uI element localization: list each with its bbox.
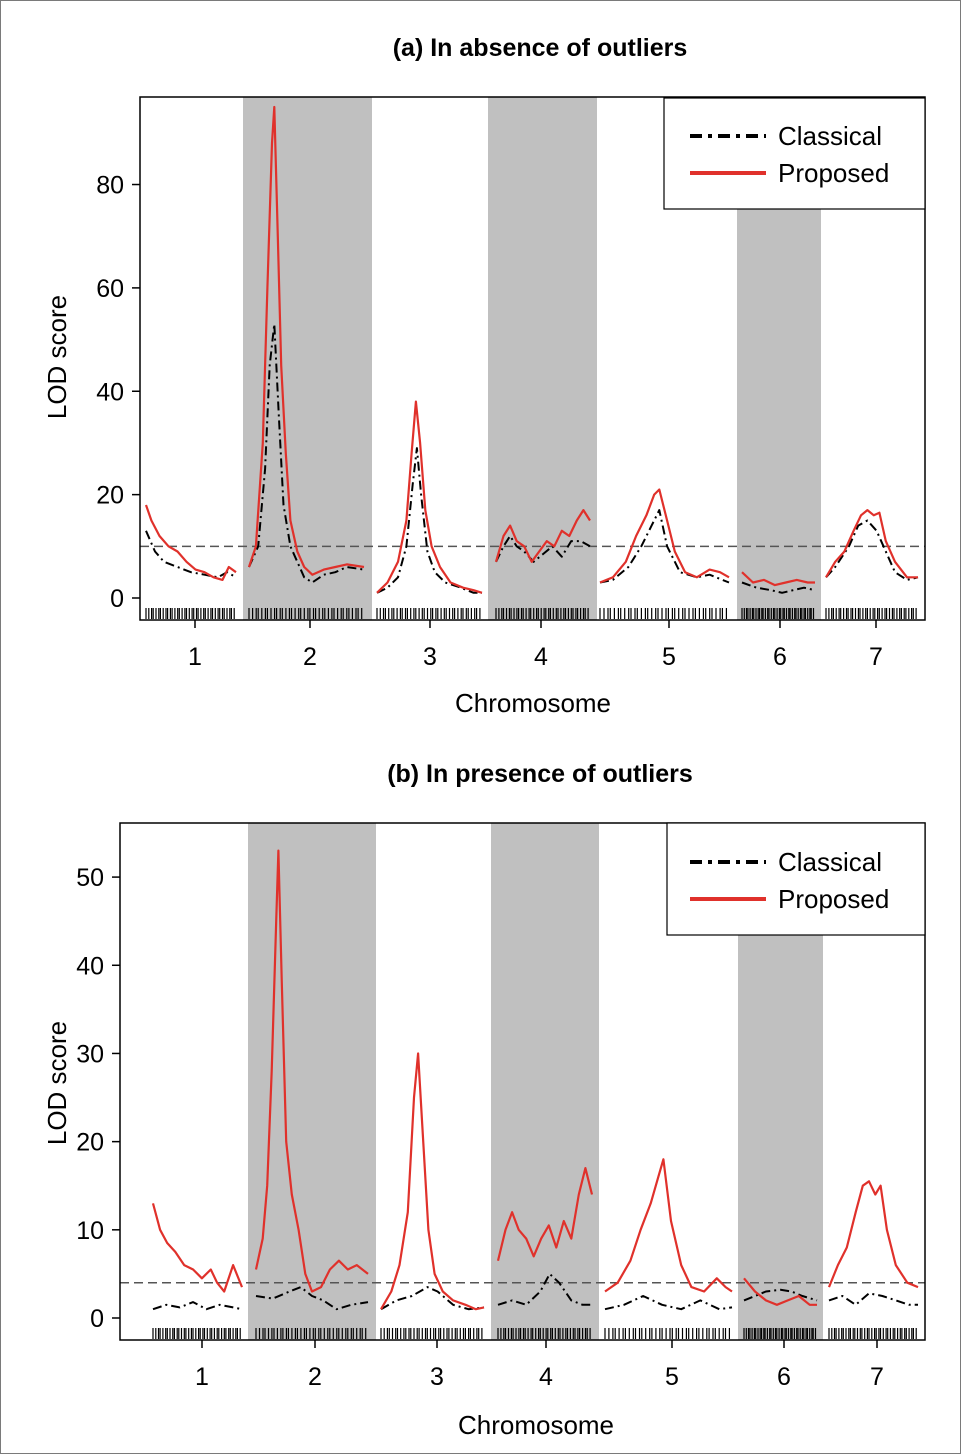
series-line-proposed-chr4 xyxy=(494,509,591,563)
x-axis-label: Chromosome xyxy=(455,688,611,718)
series-line-classical-chr5 xyxy=(599,509,730,584)
series-line-classical-chr1 xyxy=(145,530,237,579)
chromosome-band-shaded xyxy=(243,97,372,620)
series-line-classical-chr7 xyxy=(825,519,919,581)
series-line-proposed-chr1 xyxy=(144,504,237,582)
x-tick-label: 1 xyxy=(195,1363,209,1391)
x-tick-label: 5 xyxy=(665,1363,679,1391)
x-axis-label: Chromosome xyxy=(458,1410,614,1440)
series-line-classical-chr5 xyxy=(604,1295,733,1311)
y-tick-label: 40 xyxy=(76,952,104,980)
series-proposed xyxy=(144,105,918,594)
x-axis: 1 2 3 4 5 6 7 xyxy=(188,620,883,671)
series-line-proposed-chr7 xyxy=(827,1180,919,1289)
x-axis: 1 2 3 4 5 6 7 xyxy=(195,1340,884,1391)
y-tick-label: 80 xyxy=(96,172,124,200)
y-tick-label: 60 xyxy=(96,275,124,303)
series-line-proposed-chr3 xyxy=(380,1052,485,1311)
y-axis: 0 10 20 30 40 50 xyxy=(76,864,120,1333)
legend: Classical Proposed xyxy=(778,847,889,914)
legend-box xyxy=(666,822,926,936)
marker-rug xyxy=(145,608,917,619)
y-tick-label: 10 xyxy=(76,1217,104,1245)
y-axis: 0 20 40 60 80 xyxy=(96,172,140,613)
x-tick-label: 7 xyxy=(869,643,883,671)
series-line-classical-chr3 xyxy=(380,1286,485,1311)
legend-box xyxy=(663,97,926,210)
series-line-classical-chr2 xyxy=(255,1286,369,1311)
y-axis-label: LOD score xyxy=(42,295,72,419)
x-tick-label: 6 xyxy=(773,643,787,671)
y-tick-label: 20 xyxy=(76,1129,104,1157)
y-tick-label: 0 xyxy=(110,585,124,613)
legend: Classical Proposed xyxy=(778,121,889,188)
legend-label-proposed: Proposed xyxy=(778,884,889,914)
y-tick-label: 30 xyxy=(76,1040,104,1068)
series-line-classical-chr3 xyxy=(376,447,482,594)
series-line-proposed-chr6 xyxy=(741,571,815,587)
series-line-proposed-chr1 xyxy=(151,1203,244,1293)
x-tick-label: 2 xyxy=(308,1363,322,1391)
plot-area: 0 20 40 60 80 1 2 3 4 5 6 7 xyxy=(96,96,926,671)
x-tick-label: 3 xyxy=(430,1363,444,1391)
y-tick-label: 50 xyxy=(76,864,104,892)
y-axis-label: LOD score xyxy=(42,1021,72,1145)
y-tick-label: 40 xyxy=(96,378,124,406)
series-line-proposed-chr7 xyxy=(825,509,918,579)
x-tick-label: 4 xyxy=(539,1363,553,1391)
series-line-classical-chr4 xyxy=(495,535,591,563)
x-tick-label: 1 xyxy=(188,643,202,671)
series-line-classical-chr6 xyxy=(741,581,816,594)
series-line-classical-chr6 xyxy=(743,1288,818,1302)
y-tick-label: 20 xyxy=(96,482,124,510)
plot-area: 0 10 20 30 40 50 1 2 3 4 5 6 7 xyxy=(76,822,926,1391)
chromosome-band-shaded xyxy=(491,823,599,1340)
chromosome-band-shaded xyxy=(488,97,597,620)
x-tick-label: 5 xyxy=(662,643,676,671)
series-classical xyxy=(152,1272,918,1311)
panel-a: 0 20 40 60 80 1 2 3 4 5 6 7 (a) In absence of outli… xyxy=(42,34,926,718)
legend-label-classical: Classical xyxy=(778,847,882,877)
series-line-classical-chr1 xyxy=(152,1301,243,1311)
panel-title: (a) In absence of outliers xyxy=(393,34,688,62)
series-line-proposed-chr3 xyxy=(376,400,483,594)
x-tick-label: 7 xyxy=(870,1363,884,1391)
panel-b: 0 10 20 30 40 50 1 2 3 4 5 6 7 (b) In presence of ou… xyxy=(42,760,926,1440)
series-line-proposed-chr5 xyxy=(599,488,730,584)
y-tick-label: 0 xyxy=(90,1305,104,1333)
series-line-proposed-chr2 xyxy=(247,105,365,576)
panel-title: (b) In presence of outliers xyxy=(387,760,693,788)
marker-rug xyxy=(152,1328,917,1339)
plot-border xyxy=(139,96,926,621)
series-line-proposed-chr5 xyxy=(604,1158,733,1293)
chromosome-band-shaded xyxy=(248,823,376,1340)
series-line-classical-chr7 xyxy=(828,1292,918,1306)
x-tick-label: 4 xyxy=(534,643,548,671)
x-tick-label: 6 xyxy=(777,1363,791,1391)
x-tick-label: 3 xyxy=(423,643,437,671)
series-proposed xyxy=(151,849,919,1311)
series-line-proposed-chr4 xyxy=(496,1166,594,1261)
series-line-proposed-chr2 xyxy=(254,849,369,1293)
series-line-classical-chr2 xyxy=(248,323,365,584)
series-line-proposed-chr6 xyxy=(743,1277,817,1306)
legend-label-proposed: Proposed xyxy=(778,158,889,188)
x-tick-label: 2 xyxy=(303,643,317,671)
plot-border xyxy=(119,822,926,1341)
series-line-classical-chr4 xyxy=(497,1272,592,1306)
legend-label-classical: Classical xyxy=(778,121,882,151)
series-classical xyxy=(145,323,919,594)
